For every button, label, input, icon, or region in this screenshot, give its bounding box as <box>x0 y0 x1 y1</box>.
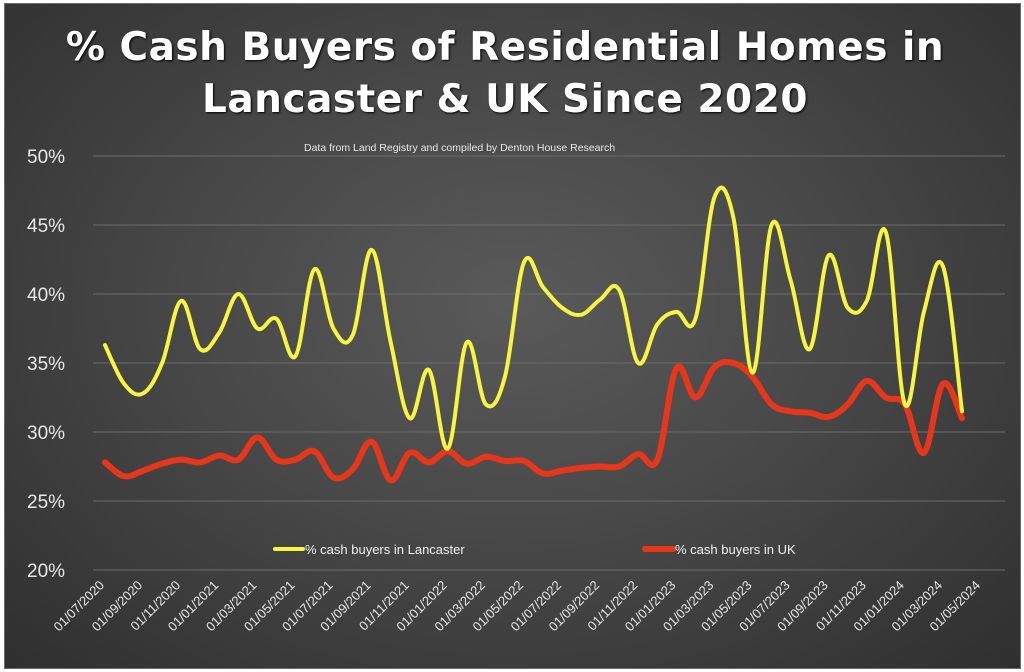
chart-title: % Cash Buyers of Residential Homes in La… <box>65 25 945 122</box>
y-tick-label: 50% <box>27 147 65 168</box>
y-tick-label: 40% <box>27 285 65 306</box>
chart-subtitle: Data from Land Registry and compiled by … <box>304 142 616 154</box>
x-axis-tick-labels: 01/07/202001/09/202001/11/202001/01/2021… <box>50 578 983 635</box>
gridlines <box>93 155 1005 571</box>
legend: % cash buyers in Lancaster % cash buyers … <box>273 542 796 557</box>
y-tick-label: 45% <box>27 216 65 237</box>
y-tick-label: 20% <box>27 561 65 582</box>
series-line-uk <box>102 358 965 484</box>
legend-label: % cash buyers in Lancaster <box>305 542 465 557</box>
y-tick-label: 30% <box>27 423 65 444</box>
legend-label: % cash buyers in UK <box>675 542 796 557</box>
y-axis-tick-labels: 20% 25% 30% 35% 40% 45% 50% <box>27 147 65 582</box>
series-line-lancaster <box>103 185 964 451</box>
chart-frame: % Cash Buyers of Residential Homes in La… <box>4 3 1021 669</box>
y-tick-label: 25% <box>27 492 65 513</box>
series-lines <box>102 185 965 484</box>
line-chart-plot: 20% 25% 30% 35% 40% 45% 50% 01/07/202001/09/20… <box>27 147 1005 635</box>
y-tick-label: 35% <box>27 354 65 375</box>
